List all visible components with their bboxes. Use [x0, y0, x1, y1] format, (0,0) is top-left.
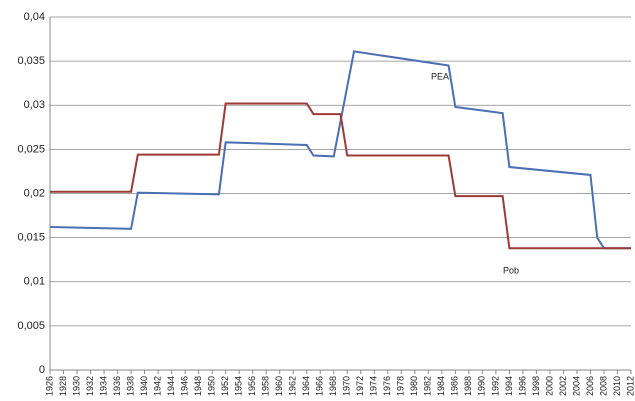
x-tick-label: 1958 — [261, 376, 271, 396]
x-tick-label: 1946 — [179, 376, 189, 396]
x-tick-label: 1926 — [44, 376, 54, 396]
y-tick-label: 0,025 — [17, 143, 45, 155]
x-tick-label: 1974 — [369, 376, 379, 396]
x-tick-label: 1928 — [58, 376, 68, 396]
x-tick-label: 1990 — [477, 376, 487, 396]
y-tick-label: 0,01 — [24, 276, 45, 288]
x-tick-label: 1948 — [193, 376, 203, 396]
x-tick-label: 1968 — [328, 376, 338, 396]
y-tick-label: 0 — [39, 364, 45, 376]
y-tick-label: 0,005 — [17, 320, 45, 332]
x-tick-label: 1972 — [355, 376, 365, 396]
x-tick-label: 2006 — [585, 376, 595, 396]
x-tick-label: 1984 — [436, 376, 446, 396]
y-tick-label: 0,04 — [24, 11, 45, 23]
x-tick-label: 2012 — [625, 376, 635, 396]
x-tick-label: 1936 — [112, 376, 122, 396]
x-tick-label: 1964 — [301, 376, 311, 396]
x-tick-label: 1996 — [517, 376, 527, 396]
series-label: PEA — [431, 71, 449, 81]
x-tick-label: 1986 — [450, 376, 460, 396]
x-tick-label: 1966 — [315, 376, 325, 396]
y-tick-label: 0,015 — [17, 232, 45, 244]
y-tick-label: 0,03 — [24, 99, 45, 111]
x-tick-label: 2004 — [571, 376, 581, 396]
x-tick-label: 1944 — [166, 376, 176, 396]
y-tick-label: 0,035 — [17, 55, 45, 67]
x-tick-label: 1960 — [274, 376, 284, 396]
x-tick-label: 1930 — [71, 376, 81, 396]
x-tick-label: 1962 — [288, 376, 298, 396]
x-tick-label: 2008 — [598, 376, 608, 396]
x-tick-label: 1980 — [409, 376, 419, 396]
x-tick-label: 1992 — [490, 376, 500, 396]
y-tick-label: 0,02 — [24, 187, 45, 199]
x-tick-label: 2010 — [612, 376, 622, 396]
x-tick-label: 1998 — [531, 376, 541, 396]
x-tick-label: 1950 — [207, 376, 217, 396]
series-label: Pob — [503, 265, 519, 275]
x-tick-label: 1934 — [98, 376, 108, 396]
x-tick-label: 1956 — [247, 376, 257, 396]
x-tick-label: 1942 — [152, 376, 162, 396]
x-tick-label: 1976 — [382, 376, 392, 396]
x-tick-label: 1952 — [220, 376, 230, 396]
x-tick-label: 1932 — [85, 376, 95, 396]
x-tick-label: 2000 — [544, 376, 554, 396]
x-tick-label: 1954 — [234, 376, 244, 396]
x-tick-label: 2002 — [558, 376, 568, 396]
x-tick-label: 1938 — [125, 376, 135, 396]
x-tick-label: 1988 — [463, 376, 473, 396]
x-tick-label: 1978 — [396, 376, 406, 396]
x-tick-label: 1994 — [504, 376, 514, 396]
x-tick-label: 1970 — [342, 376, 352, 396]
line-series — [50, 102, 631, 250]
x-tick-label: 1982 — [423, 376, 433, 396]
x-tick-label: 1940 — [139, 376, 149, 396]
line-series — [49, 50, 631, 250]
